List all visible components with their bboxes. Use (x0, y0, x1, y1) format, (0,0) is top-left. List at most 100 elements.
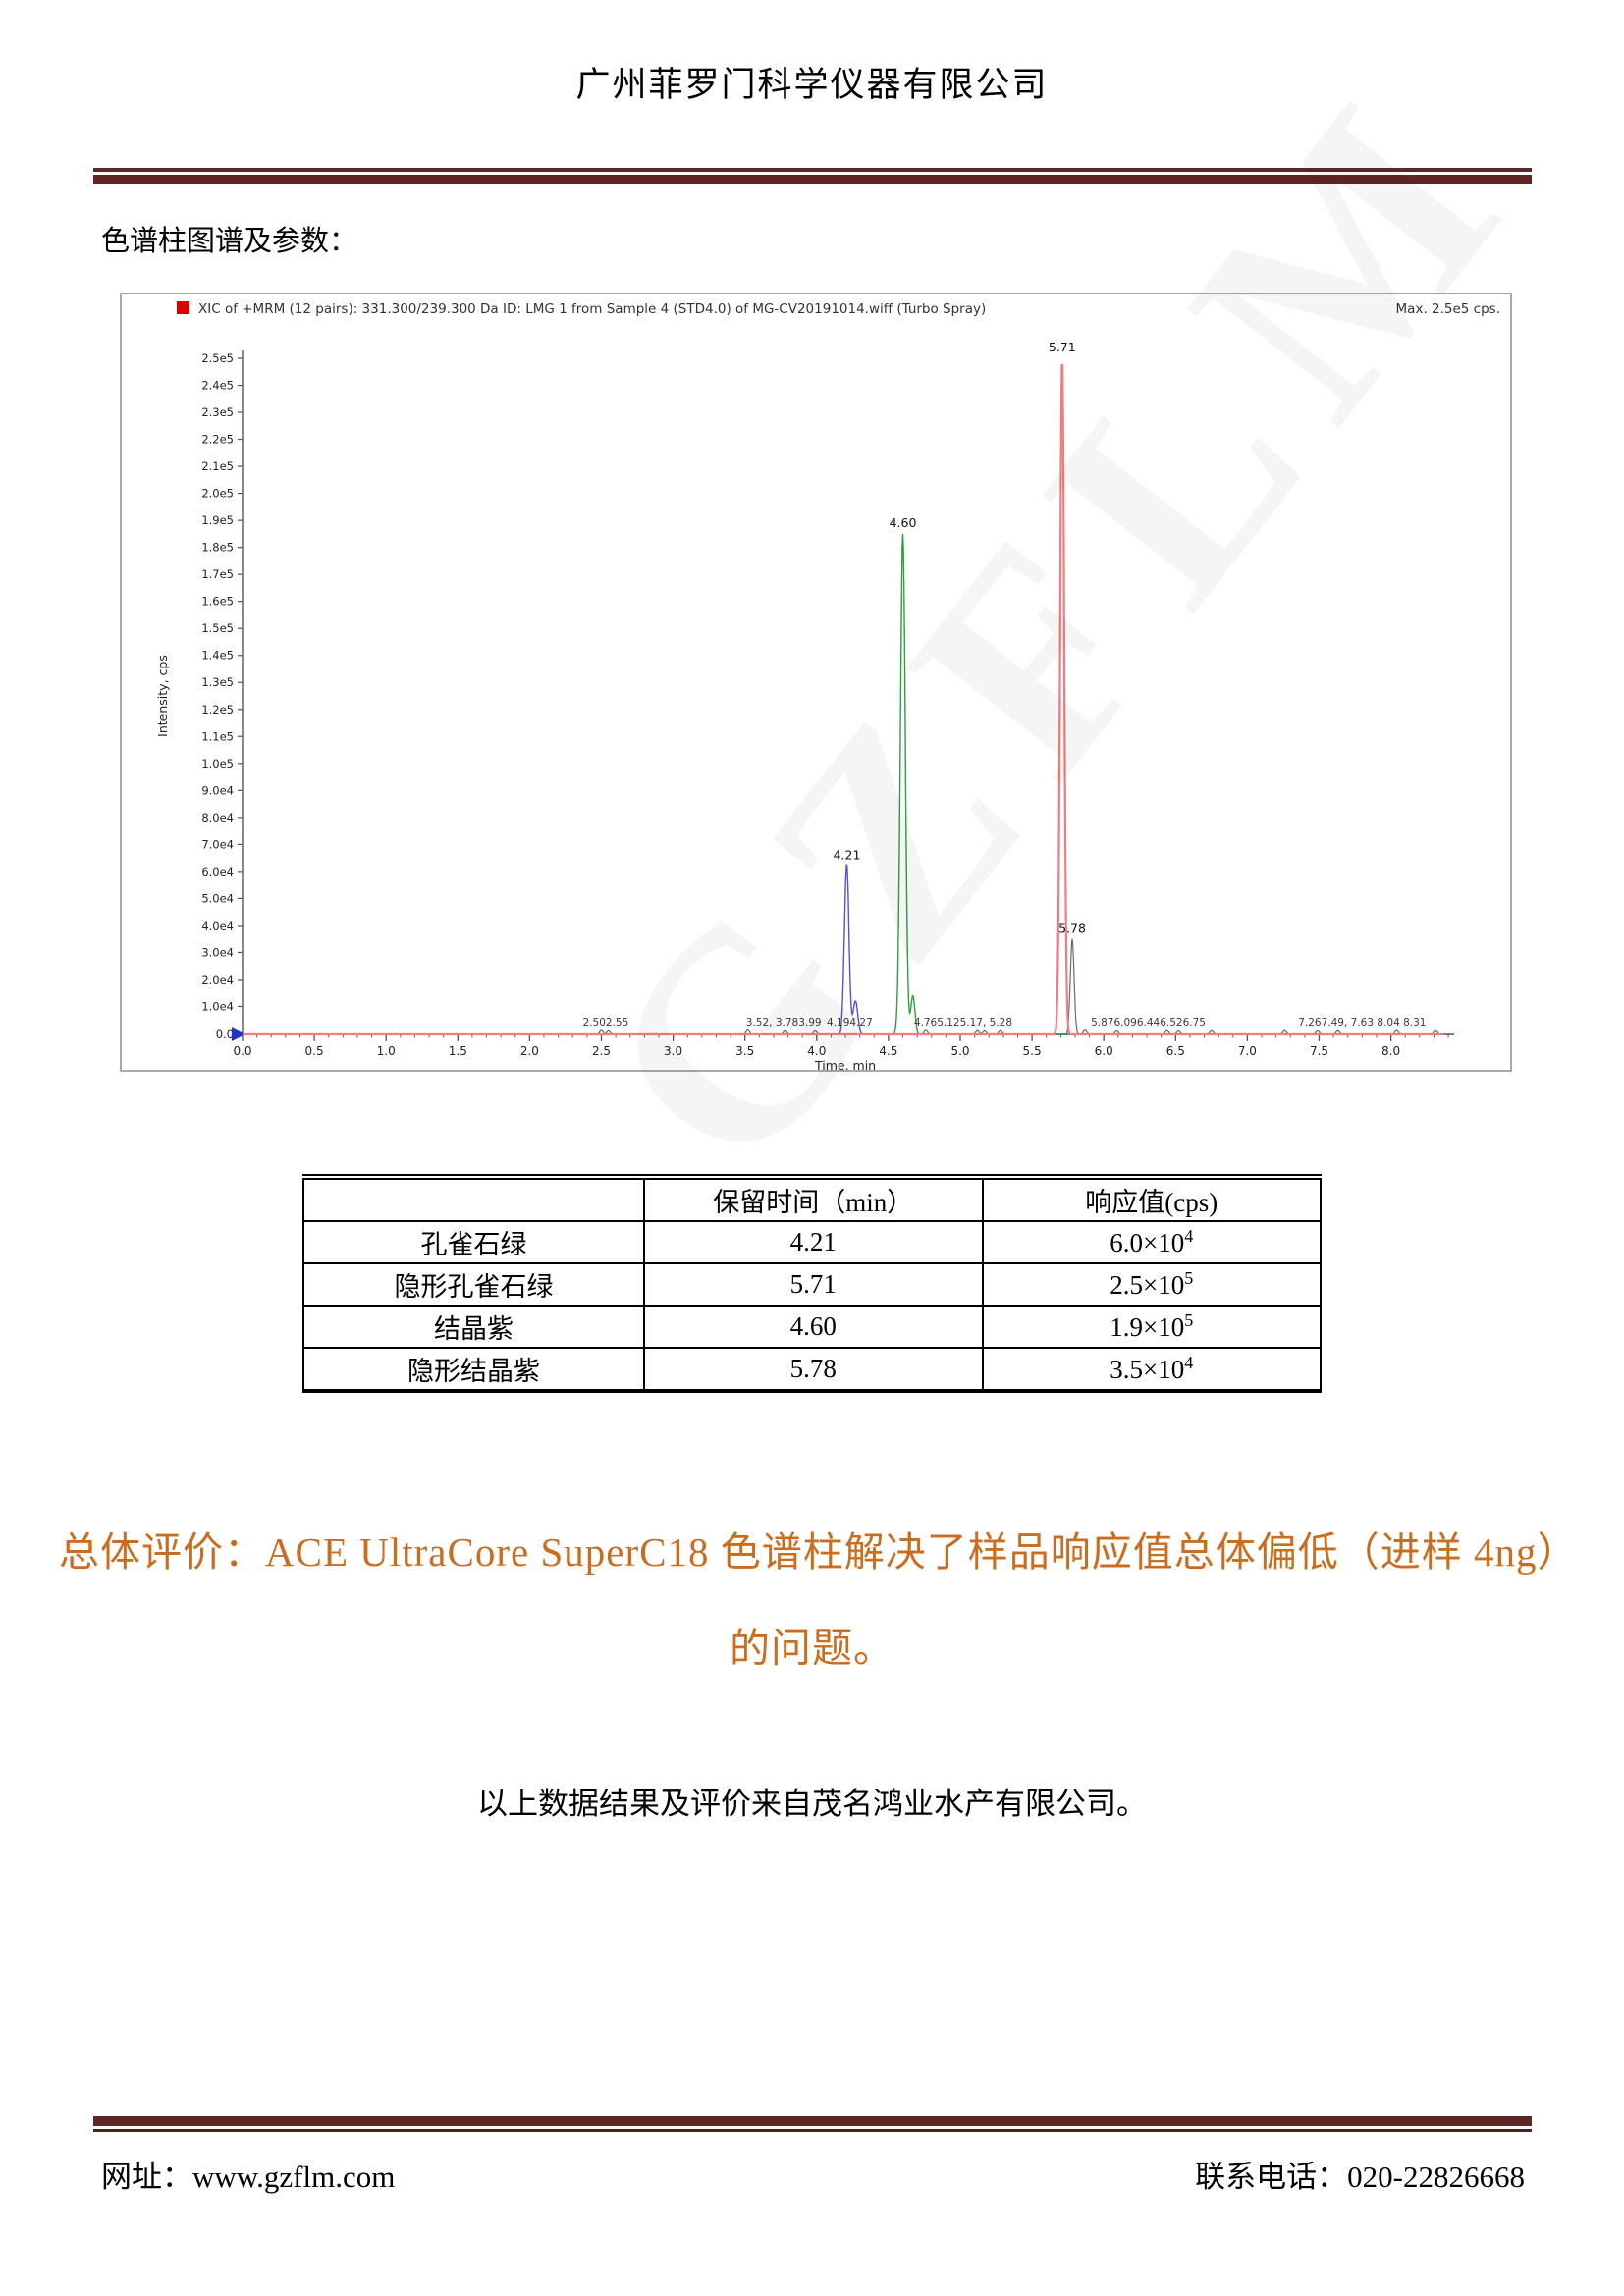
y-tick-label: 1.5e5 (201, 621, 234, 635)
baseline-annotation: 5.876.096.446.526.75 (1091, 1017, 1206, 1029)
table-header-row: 保留时间（min） 响应值(cps) (301, 1176, 1323, 1222)
y-tick-label: 2.0e4 (201, 973, 234, 987)
y-tick-label: 4.0e4 (201, 919, 234, 933)
peak-label: 5.71 (1049, 340, 1076, 354)
x-tick-label: 3.5 (735, 1044, 754, 1058)
chart-container: XIC of +MRM (12 pairs): 331.300/239.300 … (120, 293, 1512, 1072)
y-axis-title: Intensity, cps (155, 655, 170, 737)
phone-value: 020-22826668 (1347, 2160, 1525, 2194)
chart-max-label: Max. 2.5e5 cps. (1396, 301, 1500, 317)
header-rule-gap (93, 172, 1532, 175)
section-heading: 色谱柱图谱及参数： (101, 226, 358, 257)
y-tick-label: 6.0e4 (201, 865, 234, 879)
y-tick-label: 2.3e5 (201, 405, 234, 419)
x-tick-label: 1.0 (377, 1044, 396, 1058)
evaluation-line2: 的问题。 (730, 1626, 894, 1671)
footer-rule (93, 2116, 1532, 2132)
baseline-annotation: 4.194.27 (827, 1017, 873, 1029)
y-tick-label: 1.3e5 (201, 675, 234, 689)
peak-label: 5.78 (1058, 921, 1086, 935)
x-tick-label: 0.5 (305, 1044, 324, 1058)
retention-time-value: 4.21 (643, 1220, 984, 1264)
y-tick-label: 1.7e5 (201, 567, 234, 581)
analyte-name: 孔雀石绿 (301, 1220, 646, 1264)
evaluation-text: 总体评价：ACE UltraCore SuperC18 色谱柱解决了样品响应值总… (59, 1504, 1579, 1696)
y-tick-label: 2.4e5 (201, 379, 234, 393)
header-analyte (301, 1176, 646, 1222)
x-axis-title: Time, min (814, 1058, 876, 1070)
retention-time-value: 4.60 (643, 1305, 984, 1349)
retention-time-value: 5.71 (643, 1262, 984, 1307)
leuco-malachite-green-trace (243, 363, 1444, 1036)
response-value: 6.0×104 (981, 1220, 1323, 1264)
baseline-annotation: 3.52, 3.783.99 (746, 1017, 822, 1029)
baseline-annotation: 4.765.125.17, 5.28 (914, 1017, 1012, 1029)
analyte-name: 结晶紫 (301, 1305, 646, 1349)
y-tick-label: 1.6e5 (201, 595, 234, 609)
footer-phone: 联系电话：020-22826668 (1195, 2152, 1525, 2196)
website-label: 网址： (101, 2160, 192, 2194)
source-note: 以上数据结果及评价来自茂名鸿业水产有限公司。 (477, 1787, 1147, 1821)
y-tick-label: 8.0e4 (201, 811, 234, 825)
page-title: 广州菲罗门科学仪器有限公司 (575, 66, 1049, 104)
results-table: 保留时间（min） 响应值(cps) 孔雀石绿 4.21 6.0×104 隐形孔雀石绿… (301, 1174, 1323, 1393)
x-tick-label: 2.5 (592, 1044, 611, 1058)
peak-label: 4.21 (834, 847, 861, 862)
footer-rule-gap (93, 2126, 1532, 2129)
evaluation-line1: 总体评价：ACE UltraCore SuperC18 色谱柱解决了样品响应值总… (59, 1529, 1579, 1575)
response-value: 1.9×105 (981, 1305, 1323, 1349)
x-tick-label: 6.0 (1095, 1044, 1113, 1058)
table-row: 孔雀石绿 4.21 6.0×104 (301, 1220, 1323, 1264)
y-tick-label: 1.9e5 (201, 513, 234, 527)
y-tick-label: 7.0e4 (201, 837, 234, 851)
y-tick-label: 2.1e5 (201, 459, 234, 473)
header-response: 响应值(cps) (981, 1176, 1323, 1222)
x-tick-label: 4.5 (879, 1044, 897, 1058)
x-tick-label: 5.5 (1023, 1044, 1042, 1058)
legend-swatch-icon (177, 301, 189, 314)
analyte-name: 隐形结晶紫 (301, 1347, 646, 1392)
y-tick-label: 5.0e4 (201, 891, 234, 905)
x-tick-label: 4.0 (807, 1044, 826, 1058)
y-tick-label: 1.0e4 (201, 999, 234, 1013)
table-row: 隐形孔雀石绿 5.71 2.5×105 (301, 1262, 1323, 1307)
chart-title: XIC of +MRM (12 pairs): 331.300/239.300 … (198, 301, 986, 317)
x-tick-label: 5.0 (950, 1044, 969, 1058)
x-tick-label: 7.5 (1310, 1044, 1328, 1058)
x-tick-label: 3.0 (664, 1044, 682, 1058)
y-tick-label: 1.4e5 (201, 649, 234, 663)
table-row: 隐形结晶紫 5.78 3.5×104 (301, 1347, 1323, 1392)
x-tick-label: 8.0 (1381, 1044, 1400, 1058)
footer-website: 网址：www.gzflm.com (101, 2152, 395, 2196)
y-tick-label: 0.0 (216, 1027, 234, 1041)
response-value: 3.5×104 (981, 1347, 1323, 1392)
baseline-annotation: 2.502.55 (583, 1017, 629, 1029)
header-rule (93, 168, 1532, 184)
x-tick-label: 2.0 (520, 1044, 539, 1058)
retention-time-value: 5.78 (643, 1347, 984, 1392)
x-tick-labels: 0.0 0.5 1.0 1.5 2.0 2.5 3.0 3.5 4.0 4.5 5.0 5.5 6.0 6… (233, 1034, 1449, 1058)
y-tick-label: 2.5e5 (201, 351, 234, 365)
footer: 网址：www.gzflm.com 联系电话：020-22826668 (101, 2152, 1525, 2196)
peak-label: 4.60 (890, 515, 917, 530)
x-tick-label: 0.0 (233, 1044, 251, 1058)
y-tick-label: 1.8e5 (201, 541, 234, 555)
header-rule-thin-bar (93, 168, 1532, 172)
chromatogram-chart: XIC of +MRM (12 pairs): 331.300/239.300 … (155, 301, 1500, 1070)
x-tick-label: 7.0 (1238, 1044, 1257, 1058)
x-tick-label: 6.5 (1166, 1044, 1185, 1058)
y-tick-label: 3.0e4 (201, 945, 234, 959)
response-value: 2.5×105 (981, 1262, 1323, 1307)
y-tick-labels: 2.5e5 2.4e5 2.3e5 2.2e5 2.1e5 2.0e5 1.9e5 1.8e5… (201, 351, 243, 1041)
malachite-green-trace (243, 864, 1444, 1035)
header-rule-thick-bar (93, 175, 1532, 184)
y-tick-label: 1.0e5 (201, 757, 234, 771)
table-row: 结晶紫 4.60 1.9×105 (301, 1305, 1323, 1349)
footer-rule-thin-bar (93, 2129, 1532, 2132)
header-retention-time: 保留时间（min） (643, 1176, 984, 1222)
website-value: www.gzflm.com (192, 2160, 396, 2194)
baseline-annotation: 7.267.49, 7.63 8.04 8.31 (1298, 1017, 1426, 1029)
origin-marker-icon (232, 1027, 245, 1041)
analyte-name: 隐形孔雀石绿 (301, 1262, 646, 1307)
